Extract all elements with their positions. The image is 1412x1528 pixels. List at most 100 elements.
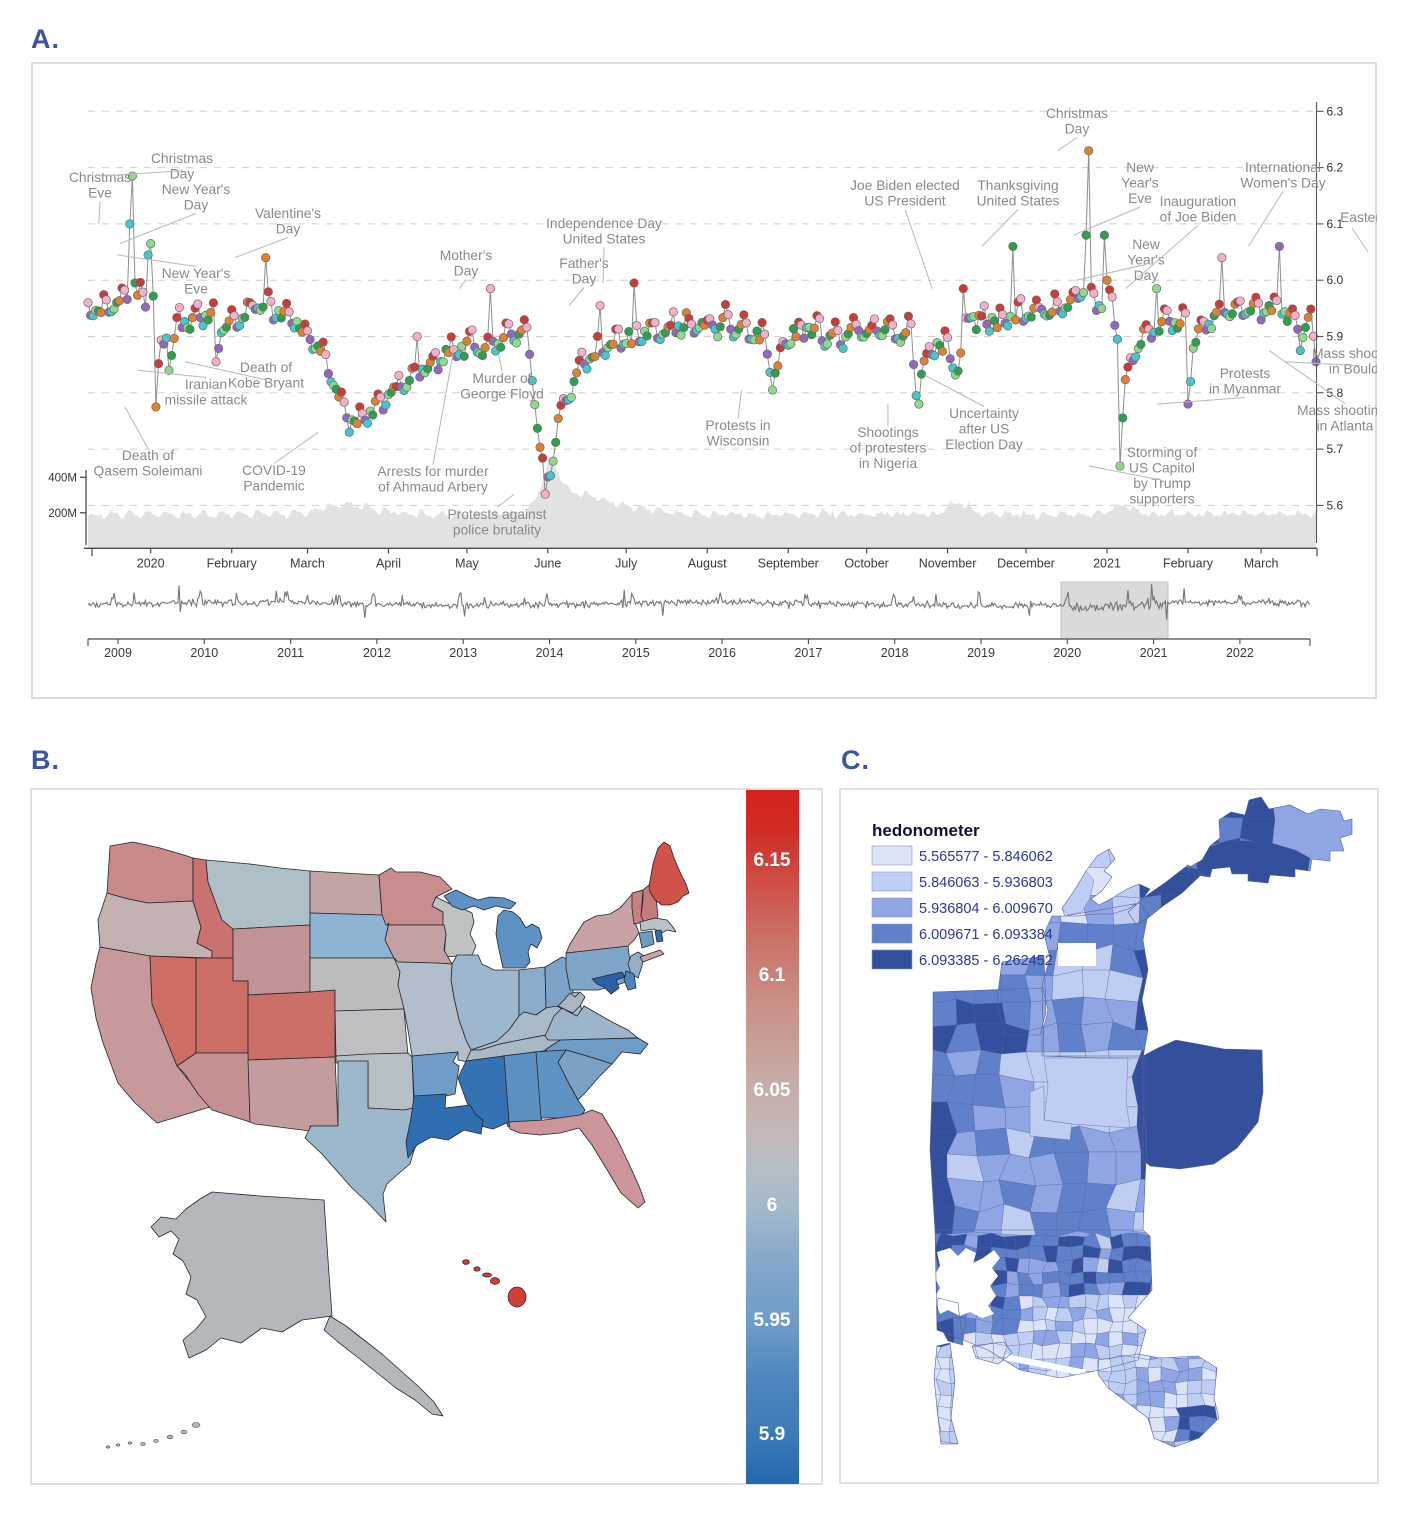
svg-text:2017: 2017 <box>794 646 822 660</box>
svg-text:5.9: 5.9 <box>759 1424 785 1445</box>
svg-text:United States: United States <box>563 232 646 247</box>
svg-text:6.05: 6.05 <box>754 1080 791 1101</box>
svg-text:George Floyd: George Floyd <box>460 387 544 402</box>
svg-text:2020: 2020 <box>137 556 165 570</box>
svg-text:September: September <box>758 556 819 570</box>
svg-text:Protests: Protests <box>1220 366 1271 381</box>
svg-text:Day: Day <box>276 222 301 237</box>
svg-text:5.565577 - 5.846062: 5.565577 - 5.846062 <box>919 849 1053 865</box>
svg-text:2019: 2019 <box>967 646 995 660</box>
svg-text:Iranian: Iranian <box>185 377 227 392</box>
svg-text:New: New <box>1126 160 1154 175</box>
svg-text:Independence Day: Independence Day <box>546 216 662 231</box>
svg-text:New: New <box>1132 237 1160 252</box>
svg-text:November: November <box>919 556 977 570</box>
svg-text:2021: 2021 <box>1140 646 1168 660</box>
svg-text:Day: Day <box>1134 268 1159 283</box>
svg-text:United States: United States <box>977 194 1060 209</box>
svg-text:2011: 2011 <box>277 646 304 660</box>
svg-text:200M: 200M <box>48 508 77 520</box>
svg-text:Day: Day <box>1065 122 1090 137</box>
svg-text:in Atlanta: in Atlanta <box>1317 419 1374 434</box>
svg-text:Easter: Easter <box>1340 210 1377 225</box>
svg-text:Kobe Bryant: Kobe Bryant <box>228 376 304 391</box>
svg-text:Murder of: Murder of <box>472 371 531 386</box>
svg-text:New Year's: New Year's <box>162 266 231 281</box>
svg-text:US Capitol: US Capitol <box>1129 461 1195 476</box>
svg-text:supporters: supporters <box>1129 492 1194 507</box>
svg-text:2013: 2013 <box>449 646 477 660</box>
svg-text:2018: 2018 <box>881 646 909 660</box>
svg-text:6.1: 6.1 <box>759 965 786 986</box>
svg-text:April: April <box>376 556 401 570</box>
svg-text:Death of: Death of <box>240 360 292 375</box>
svg-text:5.9: 5.9 <box>1327 330 1344 344</box>
svg-text:400M: 400M <box>48 472 77 484</box>
svg-text:Eve: Eve <box>184 282 208 297</box>
svg-text:6.15: 6.15 <box>754 850 791 871</box>
svg-text:2016: 2016 <box>708 646 736 660</box>
svg-text:Qasem Soleimani: Qasem Soleimani <box>94 464 203 479</box>
svg-text:2012: 2012 <box>363 646 391 660</box>
svg-text:5.8: 5.8 <box>1327 386 1344 400</box>
svg-text:Day: Day <box>170 167 195 182</box>
svg-text:March: March <box>1244 556 1279 570</box>
svg-text:after US: after US <box>959 422 1010 437</box>
svg-text:2020: 2020 <box>1053 646 1081 660</box>
svg-text:Father's: Father's <box>559 256 609 271</box>
svg-text:COVID-19: COVID-19 <box>242 463 306 478</box>
svg-text:International: International <box>1245 160 1321 175</box>
svg-text:in Boulder: in Boulder <box>1329 362 1377 377</box>
svg-text:Wisconsin: Wisconsin <box>707 434 770 449</box>
svg-text:missile attack: missile attack <box>165 393 248 408</box>
svg-text:August: August <box>688 556 727 570</box>
svg-text:Mass shootings: Mass shootings <box>1297 403 1377 418</box>
svg-text:Pandemic: Pandemic <box>243 479 304 494</box>
svg-text:Uncertainty: Uncertainty <box>949 406 1019 421</box>
svg-text:Day: Day <box>572 272 597 287</box>
svg-text:Eve: Eve <box>1128 191 1152 206</box>
svg-text:Christmas: Christmas <box>69 170 131 185</box>
svg-text:6: 6 <box>767 1195 778 1216</box>
svg-text:Year's: Year's <box>1121 176 1159 191</box>
svg-text:June: June <box>534 556 561 570</box>
svg-text:6.2: 6.2 <box>1327 161 1344 175</box>
svg-text:2010: 2010 <box>190 646 218 660</box>
svg-text:Storming of: Storming of <box>1127 445 1198 460</box>
svg-text:Valentine's: Valentine's <box>255 206 321 221</box>
svg-text:Christmas: Christmas <box>151 151 213 166</box>
svg-text:6.3: 6.3 <box>1327 104 1344 118</box>
svg-text:July: July <box>615 556 638 570</box>
svg-text:Protests in: Protests in <box>705 418 770 433</box>
svg-text:in Nigeria: in Nigeria <box>859 456 918 471</box>
svg-text:Thanksgiving: Thanksgiving <box>977 178 1058 193</box>
svg-text:2014: 2014 <box>536 646 564 660</box>
svg-text:US President: US President <box>864 194 945 209</box>
svg-text:of Joe Biden: of Joe Biden <box>1160 210 1237 225</box>
svg-text:February: February <box>1163 556 1214 570</box>
svg-text:2015: 2015 <box>622 646 650 660</box>
svg-text:Mass shootings: Mass shootings <box>1312 346 1377 361</box>
svg-text:March: March <box>290 556 325 570</box>
svg-text:Protests against: Protests against <box>448 507 547 522</box>
svg-text:Day: Day <box>454 264 479 279</box>
svg-text:New Year's: New Year's <box>162 182 231 197</box>
svg-text:2009: 2009 <box>104 646 132 660</box>
svg-text:6.0: 6.0 <box>1327 273 1344 287</box>
svg-text:6.1: 6.1 <box>1327 217 1344 231</box>
svg-text:2021: 2021 <box>1093 556 1121 570</box>
svg-text:Arrests for murder: Arrests for murder <box>377 464 489 479</box>
svg-text:5.936804 - 6.009670: 5.936804 - 6.009670 <box>919 901 1053 917</box>
svg-text:Women's Day: Women's Day <box>1240 176 1325 191</box>
svg-text:6.093385 - 6.262452: 6.093385 - 6.262452 <box>919 953 1053 969</box>
svg-text:May: May <box>455 556 479 570</box>
svg-text:February: February <box>207 556 258 570</box>
svg-text:police brutality: police brutality <box>453 523 541 538</box>
svg-text:in Myanmar: in Myanmar <box>1209 382 1281 397</box>
svg-text:2022: 2022 <box>1226 646 1254 660</box>
svg-text:Year's: Year's <box>1127 253 1165 268</box>
svg-text:Joe Biden elected: Joe Biden elected <box>850 178 960 193</box>
svg-text:of Ahmaud Arbery: of Ahmaud Arbery <box>378 480 488 495</box>
svg-text:5.846063 - 5.936803: 5.846063 - 5.936803 <box>919 875 1053 891</box>
svg-text:5.7: 5.7 <box>1327 442 1344 456</box>
